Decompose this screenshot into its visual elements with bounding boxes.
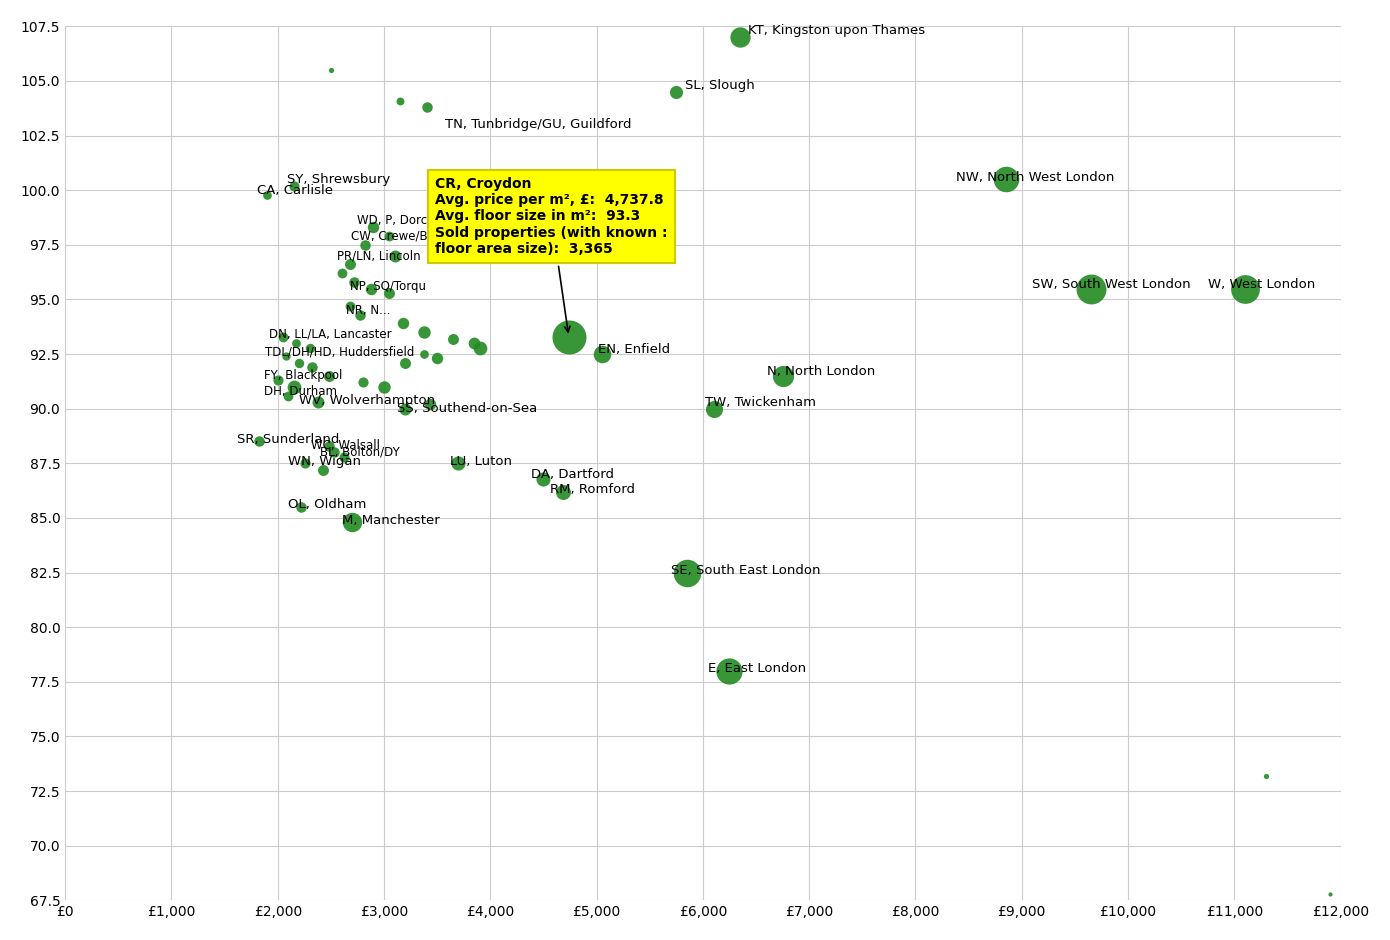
- Point: [395, 355, 417, 370]
- Text: LU, Luton: LU, Luton: [450, 455, 512, 468]
- Point: [1255, 768, 1277, 783]
- Point: [295, 456, 317, 471]
- Text: WN, Wigan: WN, Wigan: [288, 455, 361, 468]
- Point: [532, 471, 555, 486]
- Point: [277, 388, 299, 403]
- Text: EN, Enfield: EN, Enfield: [598, 343, 670, 356]
- Point: [416, 100, 438, 115]
- Text: SS, Southend-on-Sea: SS, Southend-on-Sea: [396, 402, 537, 415]
- Point: [275, 349, 297, 364]
- Point: [1319, 886, 1341, 901]
- Point: [332, 449, 354, 464]
- Point: [247, 434, 270, 449]
- Text: SW, South West London: SW, South West London: [1033, 277, 1191, 290]
- Text: SL, Slough: SL, Slough: [685, 79, 755, 92]
- Text: OL, Oldham: OL, Oldham: [288, 498, 367, 511]
- Point: [322, 445, 345, 460]
- Point: [591, 347, 613, 362]
- Text: WC, Walsall: WC, Walsall: [311, 439, 379, 452]
- Point: [291, 499, 313, 514]
- Text: KT, Kingston upon Thames: KT, Kingston upon Thames: [748, 24, 924, 38]
- Point: [343, 274, 366, 290]
- Text: W, West London: W, West London: [1208, 277, 1315, 290]
- Point: [272, 329, 295, 344]
- Text: SE, South East London: SE, South East London: [671, 564, 820, 577]
- Text: BL, Bolton/DY: BL, Bolton/DY: [320, 446, 400, 459]
- Text: SR, Sunderland: SR, Sunderland: [238, 432, 339, 446]
- Text: DH, Durham: DH, Durham: [264, 384, 336, 398]
- Text: E, East London: E, East London: [709, 663, 806, 675]
- Point: [352, 375, 374, 390]
- Point: [389, 93, 411, 108]
- Point: [349, 307, 371, 322]
- Point: [427, 351, 449, 366]
- Point: [666, 85, 688, 100]
- Text: CA, Carlisle: CA, Carlisle: [257, 183, 332, 196]
- Point: [313, 462, 335, 478]
- Point: [360, 281, 382, 296]
- Point: [719, 664, 741, 679]
- Point: [413, 347, 435, 362]
- Text: FY, Blackpool: FY, Blackpool: [264, 369, 342, 383]
- Point: [442, 331, 464, 346]
- Point: [413, 324, 435, 339]
- Point: [1234, 281, 1257, 296]
- Text: CW, Crewe/BA,: CW, Crewe/BA,: [352, 229, 439, 243]
- Text: RM, Romford: RM, Romford: [550, 483, 635, 496]
- Point: [285, 336, 307, 351]
- Point: [256, 187, 278, 202]
- Text: NR, N...: NR, N...: [346, 304, 391, 317]
- Point: [552, 484, 574, 499]
- Point: [395, 401, 417, 416]
- Point: [378, 286, 400, 301]
- Point: [557, 329, 580, 344]
- Point: [995, 172, 1017, 187]
- Point: [676, 565, 698, 580]
- Point: [418, 397, 441, 412]
- Point: [320, 63, 342, 78]
- Text: TN, Tunbridge/GU, Guildford: TN, Tunbridge/GU, Guildford: [445, 118, 631, 132]
- Text: SY, Shrewsbury: SY, Shrewsbury: [288, 173, 391, 186]
- Text: WD, P, Dorche...: WD, P, Dorche...: [357, 214, 453, 227]
- Point: [307, 395, 329, 410]
- Text: CR, Croydon
Avg. price per m², £:  4,737.8
Avg. floor size in m²:  93.3
Sold pro: CR, Croydon Avg. price per m², £: 4,737.…: [435, 177, 667, 332]
- Text: NP, SQ/Torqu: NP, SQ/Torqu: [350, 280, 427, 293]
- Point: [339, 299, 361, 314]
- Text: TW, Twickenham: TW, Twickenham: [705, 396, 816, 409]
- Point: [282, 380, 304, 395]
- Point: [702, 401, 724, 416]
- Point: [468, 340, 491, 355]
- Text: N, North London: N, North London: [767, 365, 874, 378]
- Point: [354, 237, 377, 252]
- Point: [267, 373, 289, 388]
- Text: TDL/DH/HD, Huddersfield: TDL/DH/HD, Huddersfield: [265, 345, 414, 358]
- Text: NW, North West London: NW, North West London: [956, 171, 1115, 183]
- Point: [288, 355, 310, 370]
- Point: [392, 316, 414, 331]
- Point: [363, 220, 385, 235]
- Text: M, Manchester: M, Manchester: [342, 513, 439, 526]
- Point: [318, 438, 341, 453]
- Text: PR/LN, Lincoln: PR/LN, Lincoln: [338, 249, 421, 262]
- Point: [373, 380, 395, 395]
- Point: [299, 340, 321, 355]
- Text: DN, LL/LA, Lancaster: DN, LL/LA, Lancaster: [270, 328, 392, 341]
- Point: [378, 228, 400, 243]
- Point: [300, 360, 322, 375]
- Point: [1080, 281, 1102, 296]
- Point: [771, 368, 794, 384]
- Point: [331, 266, 353, 281]
- Point: [728, 30, 751, 45]
- Point: [339, 257, 361, 272]
- Point: [448, 456, 470, 471]
- Point: [463, 336, 485, 351]
- Text: WV, Wolverhampton: WV, Wolverhampton: [299, 394, 435, 406]
- Point: [384, 248, 406, 263]
- Text: DA, Dartford: DA, Dartford: [531, 468, 614, 480]
- Point: [341, 515, 363, 530]
- Point: [318, 368, 341, 384]
- Point: [282, 179, 304, 194]
